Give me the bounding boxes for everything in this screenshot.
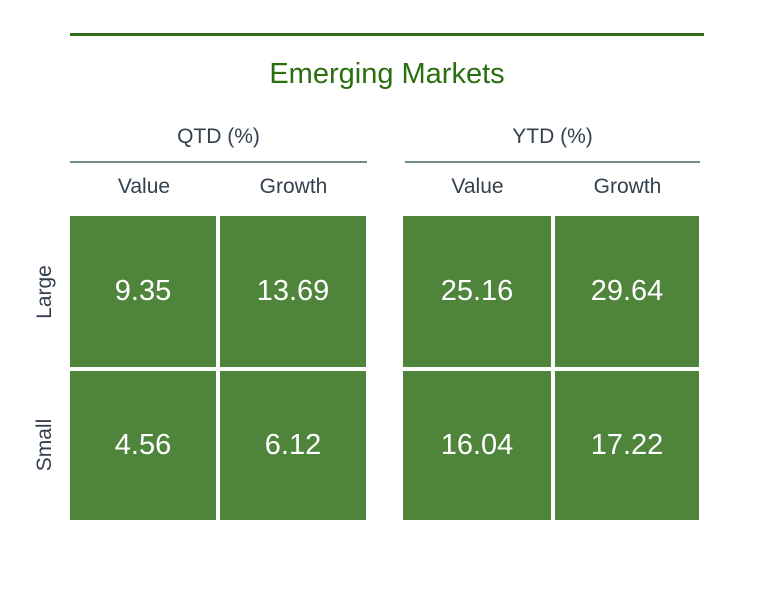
row-label-large: Large bbox=[33, 265, 56, 319]
qtd-header: QTD (%) bbox=[177, 125, 260, 148]
ytd-growth-header: Growth bbox=[593, 175, 662, 198]
cell-ytd-large-value: 25.16 bbox=[403, 216, 551, 367]
ytd-value-header: Value bbox=[451, 175, 504, 198]
cell-ytd-small-growth: 17.22 bbox=[555, 371, 699, 520]
ytd-header: YTD (%) bbox=[512, 125, 593, 148]
row-label-small: Small bbox=[33, 418, 56, 472]
cell-qtd-small-value: 4.56 bbox=[70, 371, 216, 520]
cell-qtd-small-growth: 6.12 bbox=[220, 371, 366, 520]
qtd-divider bbox=[70, 161, 367, 163]
cell-qtd-large-growth: 13.69 bbox=[220, 216, 366, 367]
page-title: Emerging Markets bbox=[269, 58, 505, 90]
cell-qtd-large-value: 9.35 bbox=[70, 216, 216, 367]
top-rule bbox=[70, 33, 704, 36]
qtd-value-header: Value bbox=[117, 175, 171, 198]
qtd-growth-header: Growth bbox=[259, 175, 328, 198]
ytd-divider bbox=[405, 161, 700, 163]
cell-ytd-small-value: 16.04 bbox=[403, 371, 551, 520]
cell-ytd-large-growth: 29.64 bbox=[555, 216, 699, 367]
